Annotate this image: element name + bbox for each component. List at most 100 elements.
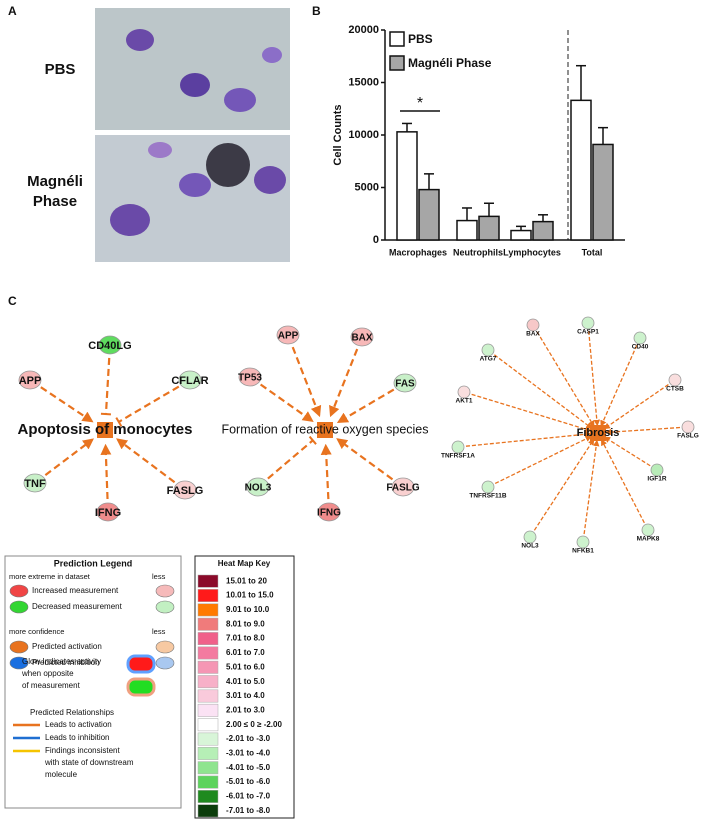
- bar: [418, 188, 440, 241]
- node: [391, 477, 415, 497]
- edge-bar: [100, 412, 111, 416]
- heat-swatch: [197, 732, 219, 746]
- y-tick-label: 10000: [348, 129, 379, 141]
- legend-label: Decreased measurement: [32, 602, 123, 611]
- edge: [588, 330, 601, 427]
- node: [633, 331, 647, 345]
- node-label: CD40LG: [88, 340, 131, 352]
- node: [96, 502, 120, 522]
- y-tick-label: 0: [373, 234, 379, 246]
- legend-text: molecule: [45, 770, 78, 779]
- bar: [456, 219, 478, 241]
- edge: [320, 443, 332, 500]
- panel-label: A: [8, 4, 17, 18]
- legend-swatch: [9, 600, 29, 614]
- legend-header: more confidence: [9, 627, 64, 636]
- center-node: [317, 422, 333, 438]
- micrograph-pbs: [95, 8, 290, 130]
- heat-swatch: [197, 718, 219, 732]
- node-label: BAX: [526, 331, 540, 338]
- legend-swatch: [9, 584, 29, 598]
- edge: [601, 438, 645, 524]
- legend-text: of measurement: [22, 681, 81, 690]
- x-tick-label: Neutrophils: [453, 247, 503, 257]
- node-label: FAS: [395, 379, 415, 390]
- node: [173, 480, 197, 500]
- edge: [603, 436, 651, 467]
- legend-header: less: [152, 572, 166, 581]
- micrographs: [95, 8, 290, 262]
- legend-label: Predicted activation: [32, 642, 102, 651]
- edge: [336, 438, 394, 481]
- node: [276, 325, 300, 345]
- node: [238, 367, 262, 387]
- node-label: CASP1: [577, 329, 599, 336]
- node-label: TNFRSF1A: [441, 453, 475, 460]
- x-tick-label: Total: [582, 247, 603, 257]
- micrograph-magneli: [95, 135, 290, 262]
- legend-text: Leads to activation: [45, 720, 112, 729]
- heat-label: -7.01 to -8.0: [226, 806, 271, 815]
- significance: *: [417, 95, 423, 112]
- heat-label: 6.01 to 7.0: [226, 648, 265, 657]
- bar: [532, 220, 554, 241]
- y-tick-label: 20000: [348, 24, 379, 36]
- node-label: BAX: [351, 333, 372, 344]
- cell: [224, 88, 256, 112]
- legend-swatch: [389, 55, 405, 71]
- node-label: NOL3: [245, 483, 272, 494]
- node: [23, 473, 47, 493]
- bar: [478, 215, 500, 241]
- node-label: ATG7: [480, 356, 497, 363]
- row-label: PBS: [45, 61, 76, 78]
- legend-text: Glow Indicates activity: [22, 657, 101, 666]
- bar: [510, 229, 532, 241]
- center-label: Apoptosis of monocytes: [17, 421, 192, 438]
- edge: [533, 438, 595, 531]
- legend-header: more extreme in dataset: [9, 572, 91, 581]
- legend-header: less: [152, 627, 166, 636]
- heat-title: Heat Map Key: [218, 559, 271, 568]
- edge: [603, 384, 669, 430]
- legend-text: Findings inconsistent: [45, 746, 120, 755]
- legend-label: Increased measurement: [32, 586, 119, 595]
- heat-label: 8.01 to 9.0: [226, 619, 265, 628]
- legend-text: when opposite: [21, 669, 74, 678]
- heat-swatch: [197, 646, 219, 660]
- node: [576, 535, 590, 549]
- cell: [148, 142, 172, 158]
- bar: [396, 131, 418, 241]
- heat-swatch: [197, 804, 219, 818]
- edge: [536, 331, 595, 428]
- node: [457, 385, 471, 399]
- bar: [592, 143, 614, 241]
- node: [526, 318, 540, 332]
- node: [481, 343, 495, 357]
- heat-label: 15.01 to 20: [226, 576, 267, 585]
- edge-bar: [115, 417, 123, 427]
- bar: [570, 99, 592, 241]
- edge: [493, 354, 593, 429]
- heat-label: 5.01 to 6.0: [226, 662, 265, 671]
- heat-swatch: [197, 689, 219, 703]
- heat-label: -6.01 to -7.0: [226, 792, 271, 801]
- legend-text: Leads to inhibition: [45, 733, 110, 742]
- heat-swatch: [197, 660, 219, 674]
- node: [641, 523, 655, 537]
- node-label: IFNG: [317, 508, 341, 519]
- cell: [180, 73, 210, 97]
- heat-swatch: [197, 617, 219, 631]
- node-label: AKT1: [456, 398, 473, 405]
- center-label: Formation of reactive oxygen species: [221, 422, 428, 436]
- legend-subtitle: Predicted Relationships: [30, 708, 114, 717]
- edge: [44, 438, 94, 477]
- node-label: FASLG: [167, 485, 204, 497]
- node-label: NOL3: [521, 543, 539, 550]
- edge: [40, 386, 94, 423]
- node-label: TP53: [238, 373, 262, 384]
- heat-label: -5.01 to -6.0: [226, 777, 271, 786]
- y-tick-label: 5000: [355, 181, 379, 193]
- center-label: Fibrosis: [577, 427, 620, 439]
- heat-label: 7.01 to 8.0: [226, 634, 265, 643]
- panel-label: C: [8, 294, 17, 308]
